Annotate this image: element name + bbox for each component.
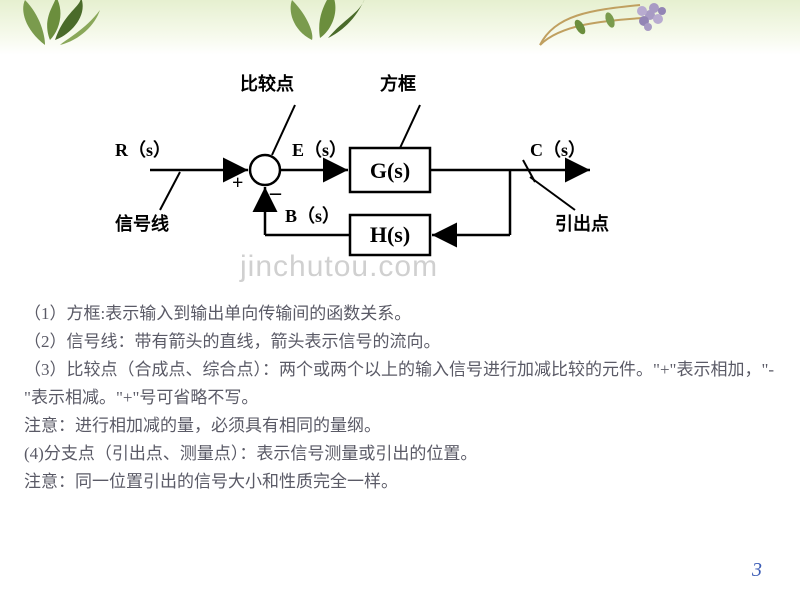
text-line-6: 注意：同一位置引出的信号大小和性质完全一样。 xyxy=(24,468,776,496)
plus-sign: + xyxy=(232,172,243,195)
minus-sign: _ xyxy=(270,172,281,198)
error-label: E（s） xyxy=(292,136,347,162)
feedback-label: B（s） xyxy=(285,202,340,228)
box-label: 方框 xyxy=(380,70,416,96)
input-label: R（s） xyxy=(115,136,171,162)
text-line-4: 注意：进行相加减的量，必须具有相同的量纲。 xyxy=(24,412,776,440)
diagram-svg: G(s) H(s) xyxy=(130,80,650,280)
banner-svg xyxy=(0,0,800,55)
block-h-text: H(s) xyxy=(370,222,410,247)
text-line-1: （1）方框:表示输入到输出单向传输间的函数关系。 xyxy=(24,300,776,328)
output-label: C（s） xyxy=(530,136,586,162)
text-line-5: (4)分支点（引出点、测量点）：表示信号测量或引出的位置。 xyxy=(24,440,776,468)
explanation-text: （1）方框:表示输入到输出单向传输间的函数关系。 （2）信号线：带有箭头的直线，… xyxy=(24,300,776,496)
decorative-banner xyxy=(0,0,800,55)
text-line-3: （3）比较点（合成点、综合点）：两个或两个以上的输入信号进行加减比较的元件。"+… xyxy=(24,356,776,412)
page-number: 3 xyxy=(752,559,762,582)
compare-point-label: 比较点 xyxy=(240,70,294,96)
block-g-text: G(s) xyxy=(370,158,410,183)
signal-line-label: 信号线 xyxy=(115,210,169,236)
block-diagram: G(s) H(s) 比较点 方框 R（s） E（s） C（s） B（s） 信号线… xyxy=(130,80,650,280)
takeoff-label: 引出点 xyxy=(555,210,609,236)
text-line-2: （2）信号线：带有箭头的直线，箭头表示信号的流向。 xyxy=(24,328,776,356)
